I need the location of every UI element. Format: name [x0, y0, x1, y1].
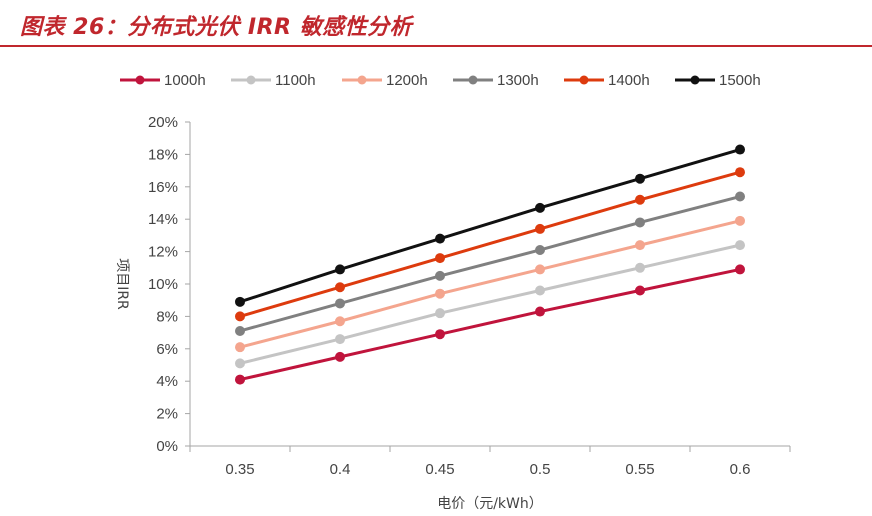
y-tick-label: 18%	[148, 146, 178, 163]
legend-label: 1000h	[164, 72, 206, 89]
x-tick-label: 0.35	[225, 461, 254, 478]
data-point	[335, 334, 345, 345]
series-line	[239, 170, 741, 318]
legend-item: 1200h	[342, 72, 428, 89]
series-1300h	[235, 191, 745, 336]
x-tick-label: 0.4	[330, 461, 351, 478]
legend-label: 1100h	[275, 72, 316, 89]
data-point	[735, 167, 745, 178]
legend-item: 1400h	[564, 72, 650, 89]
legend-swatch-marker	[246, 75, 256, 85]
y-axis-title: 项目IRR	[114, 258, 130, 310]
line-chart: 1000h 1100h 1200h 1300h 1400h 1500h 0% 2% 4% 6% 8…	[114, 72, 791, 512]
x-tick-label: 0.5	[530, 461, 551, 478]
data-point	[535, 264, 545, 275]
series-1500h	[235, 144, 745, 307]
y-tick-label: 20%	[148, 114, 178, 131]
series-1100h	[235, 240, 745, 369]
data-point	[635, 240, 645, 251]
data-point	[435, 288, 445, 299]
y-tick-label: 10%	[148, 276, 178, 293]
y-axis: 0% 2% 4% 6% 8% 10% 12% 14% 16% 18% 20%	[148, 114, 191, 455]
data-point	[635, 173, 645, 184]
data-point	[435, 233, 445, 244]
data-point	[235, 325, 245, 336]
series-1200h	[235, 215, 745, 353]
data-point	[435, 270, 445, 281]
y-tick-label: 16%	[148, 179, 178, 196]
legend-item: 1100h	[231, 72, 316, 89]
legend-item: 1300h	[453, 72, 539, 89]
series-1400h	[235, 167, 745, 322]
x-axis-title: 电价（元/kWh）	[437, 496, 543, 512]
legend-swatch-marker	[135, 75, 145, 85]
legend-swatch-marker	[357, 75, 367, 85]
data-point	[235, 311, 245, 322]
x-axis: 0.35 0.4 0.45 0.5 0.55 0.6	[189, 445, 791, 478]
series-1000h	[235, 264, 745, 385]
legend-swatch-marker	[690, 75, 700, 85]
x-tick-label: 0.6	[730, 461, 751, 478]
data-point	[335, 282, 345, 293]
data-point	[635, 194, 645, 205]
chart-legend: 1000h 1100h 1200h 1300h 1400h 1500h	[120, 72, 761, 89]
data-point	[335, 264, 345, 275]
legend-label: 1300h	[497, 72, 539, 89]
data-point	[335, 298, 345, 309]
data-point	[735, 240, 745, 251]
data-point	[635, 285, 645, 296]
legend-label: 1400h	[608, 72, 650, 89]
series-line	[239, 219, 741, 349]
data-point	[735, 191, 745, 202]
data-point	[335, 351, 345, 362]
data-point	[435, 308, 445, 319]
chart-header: 图表 26：分布式光伏 IRR 敏感性分析	[0, 0, 872, 47]
data-point	[535, 223, 545, 234]
y-tick-label: 2%	[156, 406, 178, 423]
legend-swatch-marker	[468, 75, 478, 85]
y-tick-label: 14%	[148, 211, 178, 228]
data-point	[435, 253, 445, 264]
x-tick-label: 0.45	[425, 461, 454, 478]
y-tick-label: 6%	[156, 341, 178, 358]
data-point	[535, 244, 545, 255]
legend-label: 1200h	[386, 72, 428, 89]
data-point	[535, 202, 545, 213]
chart-series	[235, 144, 745, 385]
y-tick-label: 0%	[156, 438, 178, 455]
y-tick-label: 8%	[156, 308, 178, 325]
data-point	[535, 285, 545, 296]
series-line	[239, 267, 741, 382]
data-point	[635, 217, 645, 228]
data-point	[235, 358, 245, 369]
data-point	[535, 306, 545, 317]
data-point	[735, 264, 745, 275]
legend-item: 1500h	[675, 72, 761, 89]
data-point	[435, 329, 445, 340]
title-divider	[0, 45, 872, 47]
series-line	[239, 148, 741, 304]
legend-swatch-marker	[579, 75, 589, 85]
data-point	[635, 262, 645, 273]
data-point	[335, 316, 345, 327]
axis-titles: 电价（元/kWh） 项目IRR	[114, 258, 543, 512]
y-tick-label: 4%	[156, 373, 178, 390]
data-point	[735, 215, 745, 226]
data-point	[235, 296, 245, 307]
legend-item: 1000h	[120, 72, 206, 89]
data-point	[735, 144, 745, 155]
legend-label: 1500h	[719, 72, 761, 89]
chart-title: 图表 26：分布式光伏 IRR 敏感性分析	[20, 15, 413, 40]
series-line	[239, 243, 741, 365]
data-point	[235, 374, 245, 385]
x-tick-label: 0.55	[625, 461, 654, 478]
data-point	[235, 342, 245, 353]
y-tick-label: 12%	[148, 244, 178, 261]
series-line	[239, 195, 741, 333]
